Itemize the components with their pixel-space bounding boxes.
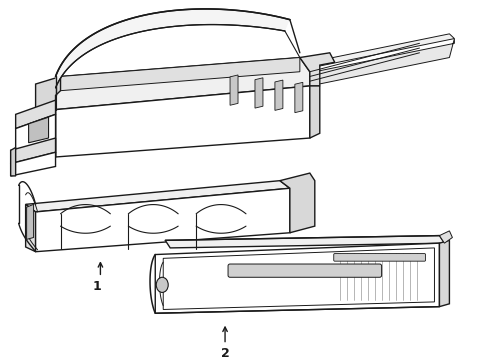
Polygon shape — [16, 114, 55, 162]
Polygon shape — [310, 34, 454, 67]
Polygon shape — [11, 138, 55, 163]
Polygon shape — [36, 76, 61, 157]
Polygon shape — [280, 173, 315, 233]
Polygon shape — [11, 152, 55, 176]
Polygon shape — [26, 204, 34, 239]
Ellipse shape — [156, 277, 168, 292]
Polygon shape — [163, 248, 435, 310]
Polygon shape — [11, 148, 16, 176]
Text: 2: 2 — [220, 347, 229, 360]
Polygon shape — [295, 82, 303, 113]
Polygon shape — [55, 9, 290, 88]
Polygon shape — [255, 78, 263, 108]
Text: 1: 1 — [93, 280, 102, 293]
Polygon shape — [230, 75, 238, 105]
Polygon shape — [28, 117, 49, 143]
Polygon shape — [275, 80, 283, 111]
Polygon shape — [300, 53, 335, 86]
Polygon shape — [36, 188, 290, 252]
Polygon shape — [25, 204, 36, 252]
Polygon shape — [25, 181, 290, 212]
Polygon shape — [16, 100, 55, 129]
FancyBboxPatch shape — [334, 253, 425, 261]
Polygon shape — [440, 240, 449, 307]
Polygon shape — [61, 58, 300, 91]
Polygon shape — [310, 39, 454, 86]
Polygon shape — [155, 243, 440, 313]
Polygon shape — [440, 231, 452, 243]
FancyBboxPatch shape — [228, 264, 382, 277]
Polygon shape — [310, 86, 320, 138]
Polygon shape — [55, 86, 310, 157]
Polygon shape — [55, 58, 310, 110]
Polygon shape — [165, 235, 444, 248]
